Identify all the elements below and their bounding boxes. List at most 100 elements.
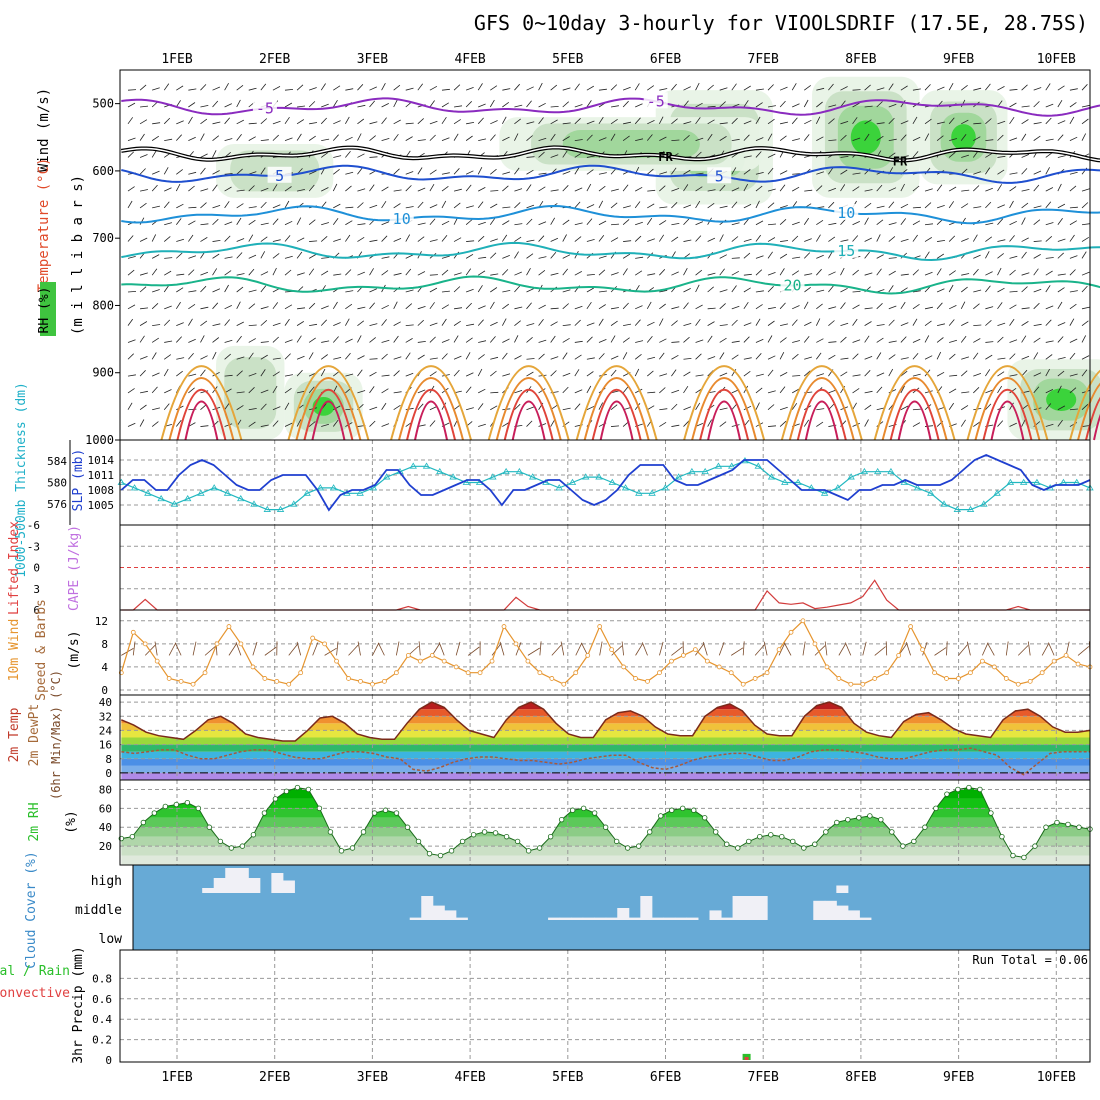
- wind-barb: [465, 135, 473, 141]
- wind-barb: [598, 116, 604, 125]
- wind-barb: [743, 322, 752, 327]
- wind-barb: [332, 99, 338, 108]
- wind-barb: [188, 116, 193, 125]
- wind-barb: [840, 322, 849, 327]
- wind-barb: [453, 286, 461, 293]
- surface-temperature-contour: [406, 389, 456, 441]
- thickness-point: [966, 505, 975, 512]
- wind-barb: [779, 302, 786, 310]
- wind-barb: [441, 304, 450, 310]
- wind-barb: [767, 286, 774, 293]
- wind-barb: [224, 186, 232, 192]
- rh-point: [404, 824, 411, 830]
- wind-barb: [936, 371, 945, 377]
- contour-label: 15: [837, 242, 855, 260]
- wind-barb: [888, 285, 894, 293]
- wind-barb: [248, 254, 257, 259]
- wind-barb: [538, 304, 546, 310]
- wind-barb: [852, 422, 860, 427]
- rh-point: [856, 815, 862, 821]
- wind-barb: [779, 219, 787, 226]
- wind-barb: [369, 204, 378, 209]
- wind-barb: [562, 372, 571, 377]
- wind-barb: [284, 102, 293, 108]
- wind-barb: [429, 420, 436, 427]
- wind-axis-label: Wind (m/s): [36, 88, 52, 172]
- wind-barb: [960, 168, 968, 175]
- wind-barb: [1021, 251, 1027, 259]
- wind-barb: [163, 167, 169, 175]
- wind-barb: [248, 206, 257, 209]
- wind-barb: [526, 218, 533, 226]
- wind-barb: [248, 352, 254, 360]
- wind-barb: [151, 184, 158, 192]
- wind-barb: [804, 321, 812, 326]
- wind-barb: [852, 374, 861, 377]
- cloud-bar: [686, 917, 699, 920]
- thickness-point: [940, 500, 948, 507]
- wind-barb: [381, 319, 387, 326]
- wind-barb: [936, 121, 945, 125]
- top-day-label: 2FEB: [259, 52, 290, 67]
- wind-barb: [876, 87, 885, 91]
- wind-barb: [778, 642, 786, 656]
- wind-barb: [272, 302, 279, 310]
- wind-barb: [743, 218, 750, 225]
- wind-barb: [574, 271, 582, 276]
- wind-barb: [610, 188, 619, 192]
- wind-barb: [526, 156, 535, 158]
- wind-barb: [490, 190, 499, 192]
- wind-barb: [1021, 286, 1028, 293]
- wind-barb: [357, 223, 366, 226]
- rh-point: [602, 824, 609, 830]
- surface-temperature-contour: [390, 365, 472, 441]
- wind-barb: [514, 188, 523, 192]
- wind-barb: [1045, 222, 1054, 226]
- wind-barb: [248, 219, 256, 226]
- wind-barb: [200, 237, 208, 242]
- wind-barb: [695, 186, 703, 192]
- wind-barb: [707, 419, 712, 427]
- wind-barb: [200, 188, 209, 192]
- wind-barb: [465, 268, 472, 276]
- wind-barb: [550, 419, 556, 427]
- contour-label: 20: [783, 277, 801, 295]
- wind-barb: [514, 104, 523, 108]
- wind-barb: [562, 234, 567, 242]
- wind-barb: [1021, 335, 1027, 343]
- wind-barb: [779, 205, 788, 209]
- wind-speed-point: [728, 670, 734, 676]
- slp-tick-label: 1005: [88, 499, 115, 512]
- wind-barb: [683, 302, 689, 310]
- wind-barb: [272, 253, 280, 259]
- rh-point: [151, 810, 158, 816]
- wind-barb: [755, 220, 764, 226]
- wind-barb: [949, 339, 958, 343]
- wind-barb: [743, 155, 752, 158]
- wind-barb: [224, 270, 232, 276]
- wind-barb: [526, 169, 534, 175]
- wind-barb: [864, 119, 872, 125]
- wind-barb: [236, 301, 241, 310]
- wind-barb: [272, 322, 281, 327]
- wind-barb: [176, 134, 182, 141]
- wind-speed-point: [597, 624, 603, 629]
- wind-barb: [803, 370, 811, 377]
- wind-barb: [562, 268, 569, 276]
- wind-barb: [284, 269, 292, 276]
- wind-barb: [127, 374, 136, 377]
- wind-barb: [345, 116, 350, 125]
- wind-barb: [357, 104, 366, 108]
- wind-barb: [610, 237, 619, 242]
- wind-barb: [864, 84, 871, 91]
- wind-barb: [707, 335, 713, 343]
- wind-barb: [924, 355, 933, 360]
- wind-barb: [671, 646, 683, 656]
- wind-barb: [502, 185, 509, 192]
- wind-barb: [550, 356, 559, 360]
- cape-axis-label: CAPE (J/kg): [67, 525, 82, 611]
- wind-barb: [345, 373, 354, 377]
- wind-speed-point: [968, 670, 973, 676]
- wind-barb: [1069, 269, 1076, 276]
- wind-barb: [707, 237, 716, 242]
